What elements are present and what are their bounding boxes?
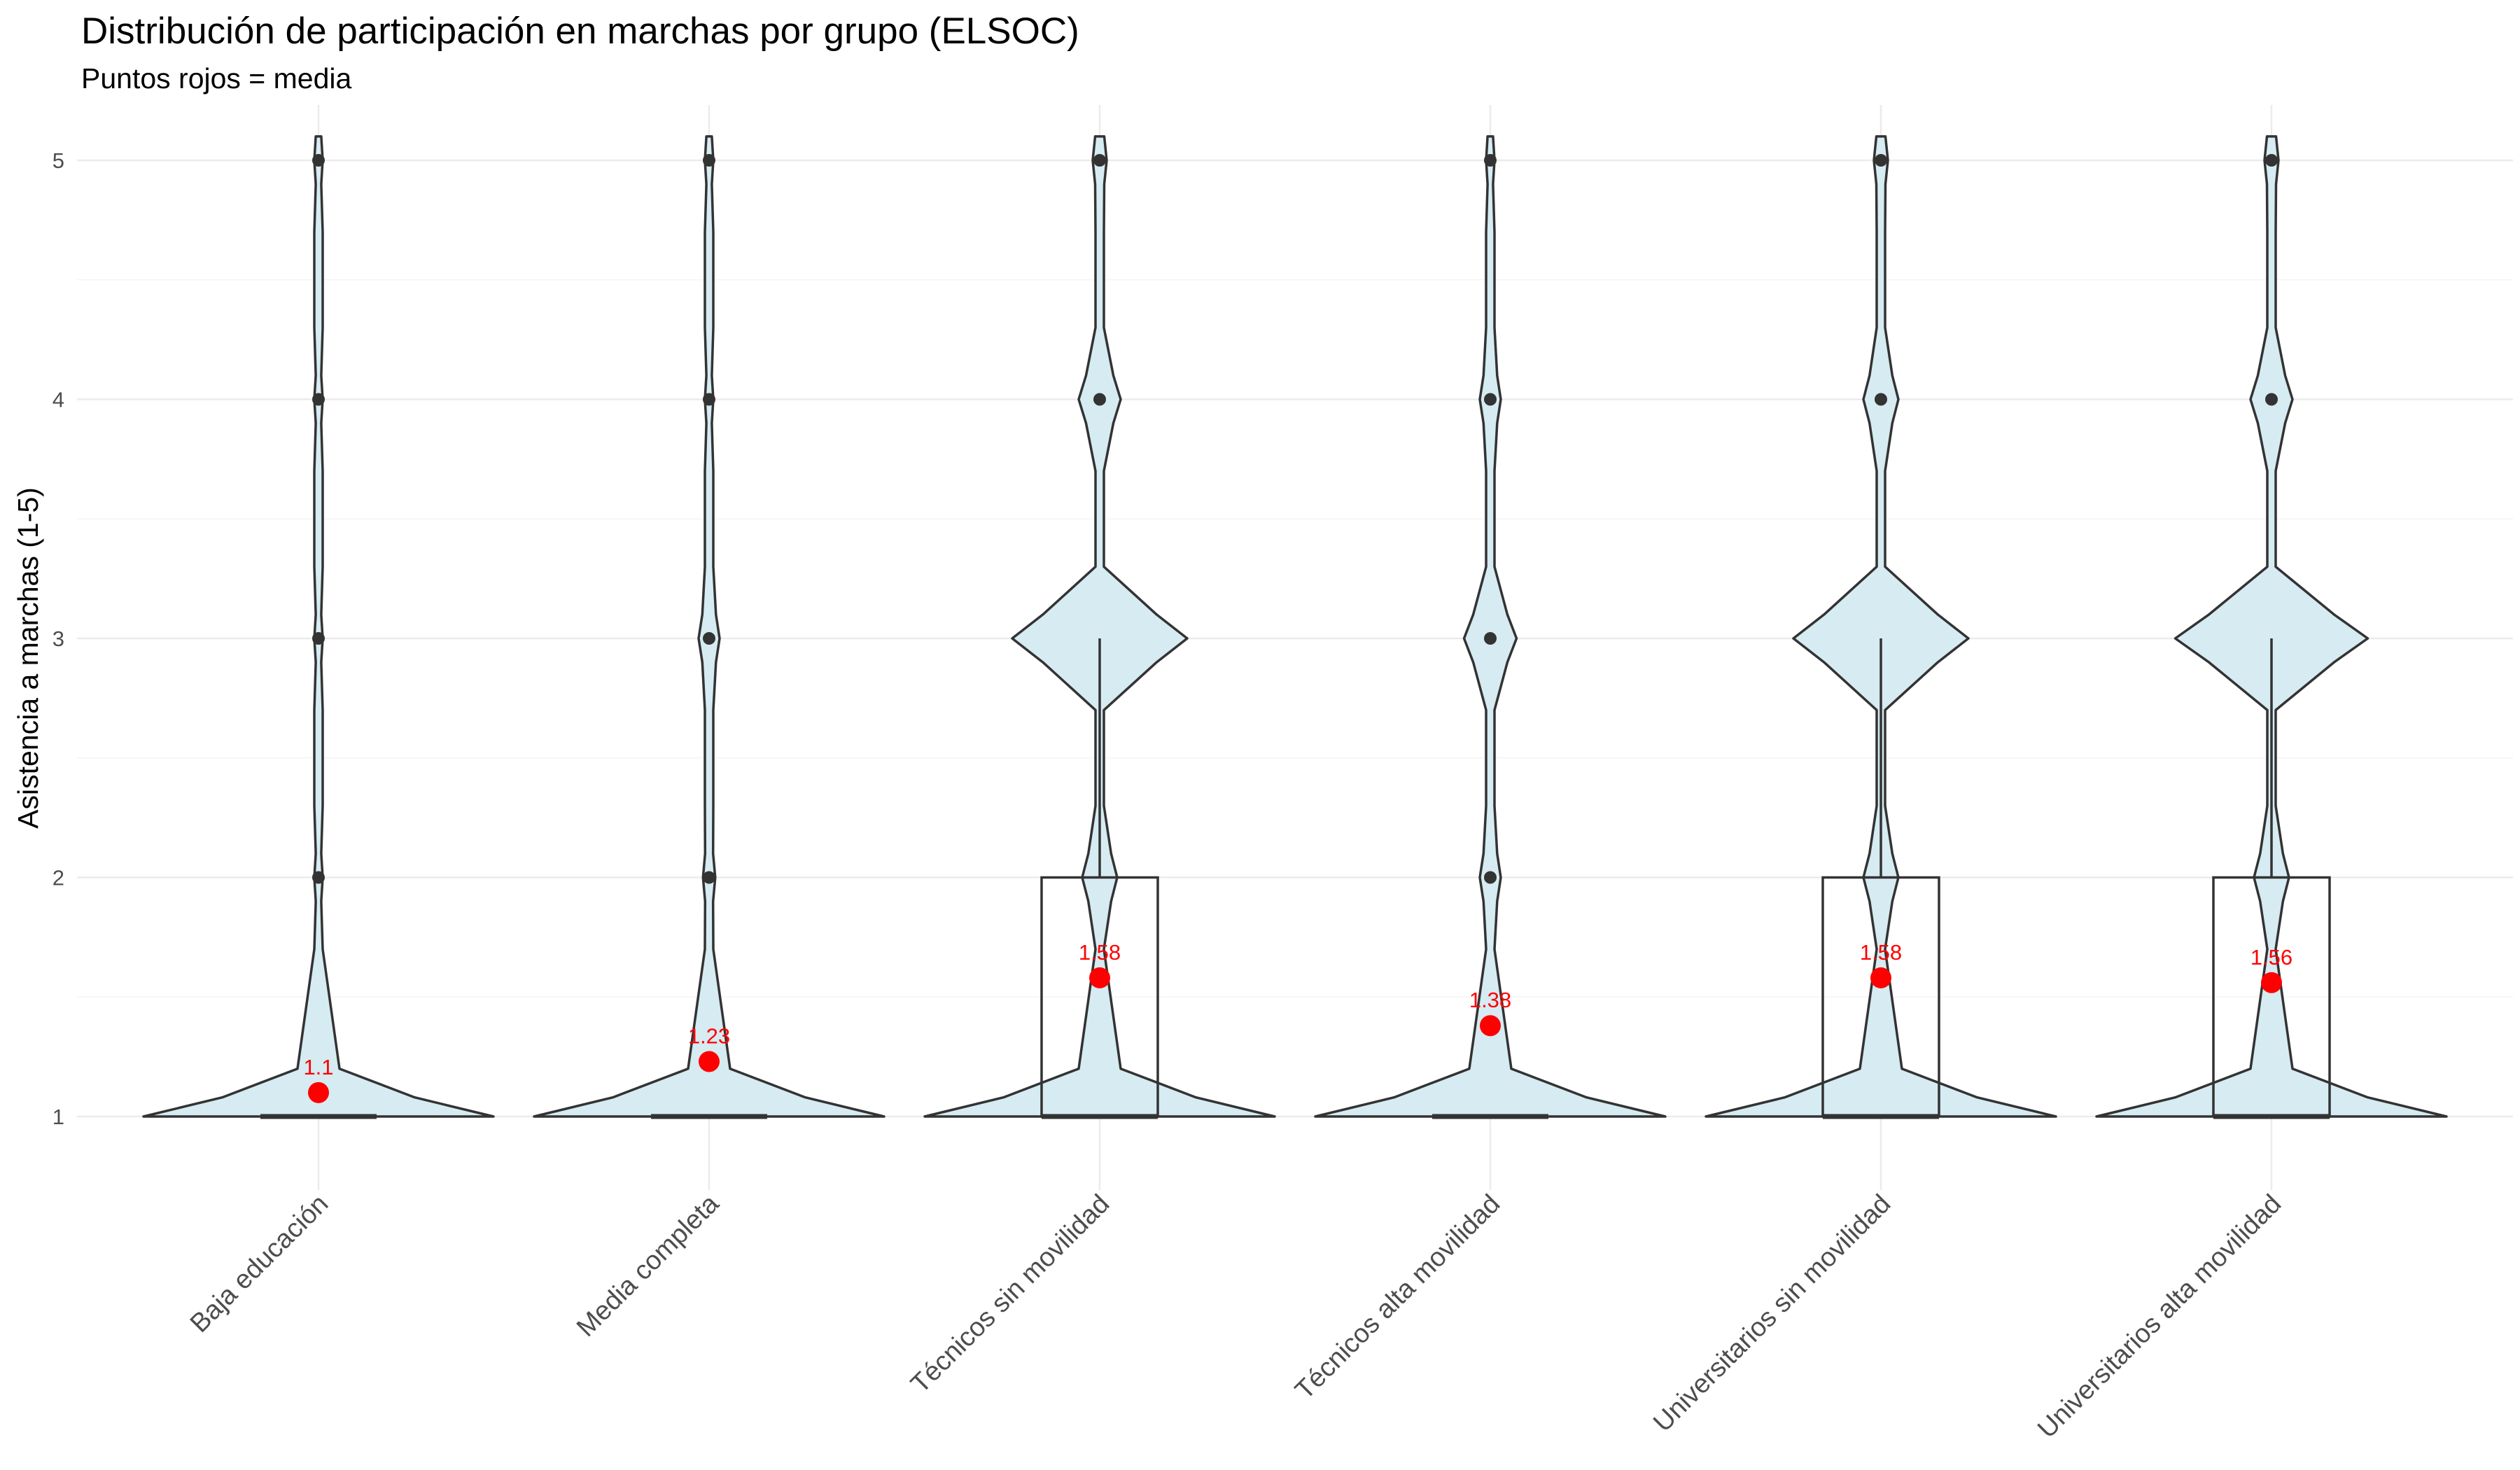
outlier-point: [1093, 154, 1106, 167]
mean-point: [1870, 967, 1891, 988]
violin: [533, 135, 886, 1118]
y-tick-label: 5: [52, 148, 64, 173]
group-3: 1.58: [923, 135, 1276, 1119]
mean-label: 1.23: [688, 1023, 730, 1048]
x-tick-label: Universitarios alta movilidad: [2032, 1189, 2287, 1444]
mean-label: 1.56: [2250, 945, 2292, 969]
mean-label: 1.1: [303, 1055, 333, 1079]
y-axis-ticks: 1 2 3 4 5: [52, 148, 64, 1129]
x-tick-label: Técnicos alta movilidad: [1289, 1189, 1506, 1406]
outlier-point: [703, 632, 715, 645]
x-tick-label: Técnicos sin movilidad: [905, 1189, 1115, 1399]
chart-subtitle: Puntos rojos = media: [81, 62, 351, 94]
outlier-point: [312, 632, 325, 645]
outlier-point: [1875, 393, 1887, 406]
outlier-point: [1093, 393, 1106, 406]
outlier-point: [312, 871, 325, 884]
group-2: 1.23: [533, 135, 886, 1119]
y-tick-label: 2: [52, 866, 64, 890]
y-tick-label: 3: [52, 626, 64, 651]
violin: [142, 135, 495, 1118]
x-axis-ticks: Baja educación Media completa Técnicos sin…: [185, 1189, 2287, 1444]
outlier-point: [1484, 632, 1497, 645]
mean-point: [699, 1051, 720, 1072]
violin: [1704, 135, 2057, 1118]
x-tick-label: Baja educación: [185, 1189, 334, 1338]
outlier-point: [2265, 154, 2278, 167]
group-4: 1.38: [1314, 135, 1667, 1119]
y-axis-label: Asistencia a marchas (1-5): [12, 487, 44, 829]
violin: [2095, 135, 2448, 1118]
mean-label: 1.58: [1079, 940, 1121, 965]
chart-title: Distribución de participación en marchas…: [81, 10, 1079, 52]
group-6: 1.56: [2095, 135, 2448, 1119]
mean-point: [308, 1082, 329, 1103]
outlier-point: [2265, 393, 2278, 406]
grid: [77, 105, 2513, 1190]
outlier-point: [1484, 393, 1497, 406]
outlier-point: [1484, 871, 1497, 884]
violin: [1314, 135, 1667, 1118]
mean-point: [1089, 967, 1110, 988]
mean-label: 1.58: [1860, 940, 1902, 965]
x-tick-label: Universitarios sin movilidad: [1648, 1189, 1896, 1438]
mean-label: 1.38: [1469, 988, 1511, 1012]
violin: [923, 135, 1276, 1118]
y-tick-label: 4: [52, 388, 64, 412]
outlier-point: [1875, 154, 1887, 167]
mean-point: [2261, 972, 2282, 993]
outlier-point: [1484, 154, 1497, 167]
outlier-point: [703, 154, 715, 167]
y-tick-label: 1: [52, 1105, 64, 1129]
outlier-point: [312, 154, 325, 167]
group-1: 1.1: [142, 135, 495, 1119]
plot-marks: 1.1 1.23 1.58 1.38 1.58 1.56: [142, 135, 2448, 1119]
group-5: 1.58: [1704, 135, 2057, 1119]
outlier-point: [703, 871, 715, 884]
outlier-point: [703, 393, 715, 406]
outlier-point: [312, 393, 325, 406]
x-tick-label: Media completa: [571, 1189, 725, 1343]
mean-point: [1480, 1015, 1501, 1037]
